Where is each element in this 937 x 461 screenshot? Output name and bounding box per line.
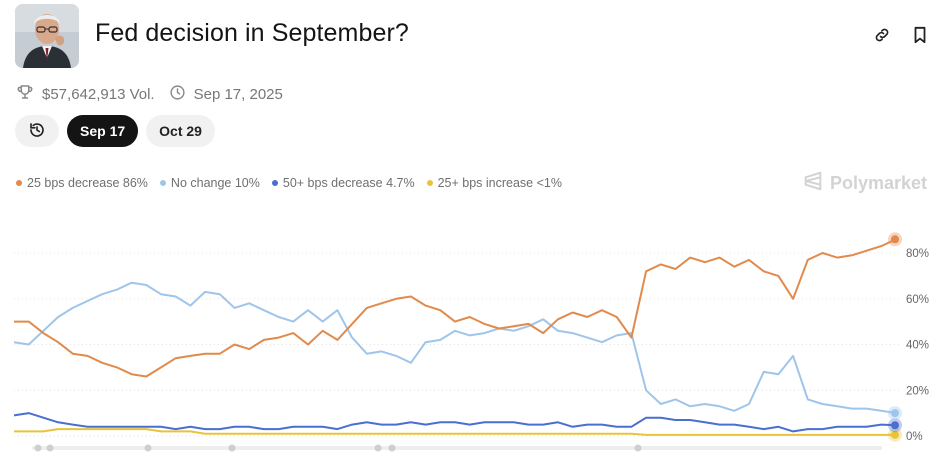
- time-scrubber-marker: [144, 444, 152, 452]
- legend-dot: [426, 180, 433, 186]
- legend-item: 50+ bps decrease 4.7%: [271, 176, 415, 190]
- series-line: [14, 428, 896, 436]
- series-line: [14, 238, 897, 378]
- time-scrubber-marker: [46, 444, 54, 452]
- series-line: [13, 412, 897, 433]
- y-tick-label: 40%: [906, 340, 929, 352]
- y-tick-label: 80%: [906, 248, 929, 260]
- series-end-point: [891, 421, 899, 430]
- y-tick-label: 0%: [906, 431, 923, 443]
- legend-label: No change 10%: [170, 176, 260, 190]
- legend-dot: [159, 180, 166, 186]
- probability-chart[interactable]: 80% 60% 40% 20% 0%: [0, 220, 937, 461]
- legend-label: 25 bps decrease 86%: [27, 176, 148, 190]
- link-icon[interactable]: [871, 24, 893, 46]
- time-scrubber-marker: [228, 444, 236, 452]
- end-date-text: Sep 17, 2025: [193, 85, 283, 103]
- clock-icon: [169, 84, 186, 105]
- market-title: Fed decision in September?: [95, 19, 409, 47]
- bookmark-icon[interactable]: [909, 24, 931, 46]
- polymarket-logo-icon: [802, 170, 824, 197]
- market-header: Fed decision in September?: [15, 4, 937, 68]
- portrait-image: [15, 4, 79, 68]
- time-scrubber-marker: [388, 444, 396, 452]
- time-scrubber-marker: [34, 444, 42, 452]
- tab-sep-17[interactable]: Sep 17: [67, 115, 139, 147]
- y-tick-label: 60%: [906, 294, 929, 306]
- history-icon: [28, 121, 46, 142]
- market-avatar: [15, 4, 79, 68]
- market-meta: $57,642,913 Vol. Sep 17, 2025: [16, 83, 297, 105]
- history-button[interactable]: [15, 115, 59, 147]
- volume-text: $57,642,913 Vol.: [42, 85, 155, 103]
- y-tick-label: 20%: [906, 385, 929, 397]
- legend-dot: [16, 180, 22, 186]
- trophy-icon: [16, 83, 34, 105]
- time-scrubber-marker: [374, 444, 382, 452]
- legend-label: 25+ bps increase <1%: [437, 176, 562, 190]
- watermark-text: Polymarket: [829, 173, 927, 193]
- series-end-point: [891, 409, 899, 418]
- date-tabs: Sep 17 Oct 29: [15, 115, 215, 147]
- legend-dot: [271, 180, 278, 186]
- legend-item: 25+ bps increase <1%: [426, 176, 562, 190]
- series-end-point: [891, 430, 899, 439]
- chart-legend: 25 bps decrease 86% No change 10% 50+ bp…: [16, 176, 562, 190]
- series-line: [13, 281, 897, 415]
- legend-label: 50+ bps decrease 4.7%: [282, 176, 415, 190]
- legend-item: No change 10%: [159, 176, 260, 190]
- tab-oct-29[interactable]: Oct 29: [146, 115, 215, 147]
- series-end-point: [891, 235, 899, 244]
- polymarket-watermark: Polymarket: [802, 170, 927, 197]
- legend-item: 25 bps decrease 86%: [16, 176, 148, 190]
- time-scrubber-marker: [634, 444, 642, 452]
